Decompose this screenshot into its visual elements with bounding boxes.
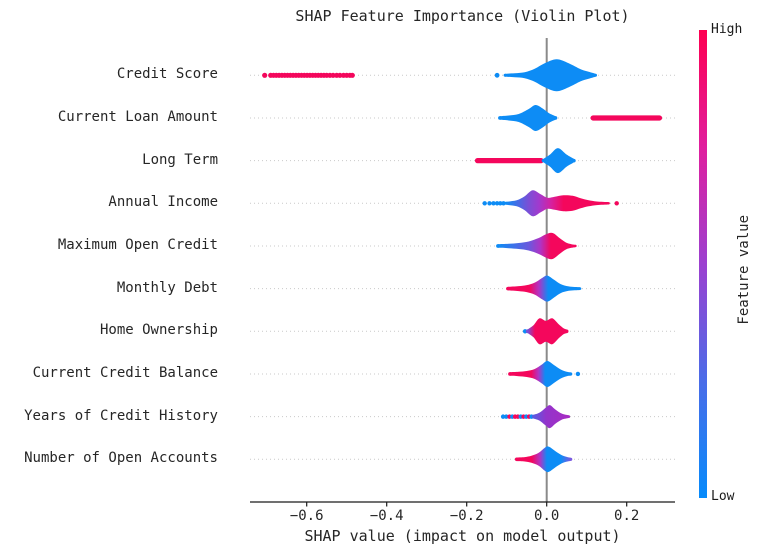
- violin-shape: [497, 232, 576, 260]
- data-dot: [501, 201, 506, 206]
- data-dot: [482, 201, 487, 206]
- feature-label: Current Credit Balance: [32, 364, 218, 381]
- colorbar-gradient: [699, 30, 707, 498]
- violin-shape: [505, 59, 596, 92]
- x-tick-label: 0.2: [614, 508, 640, 524]
- feature-label: Monthly Debt: [116, 279, 218, 296]
- violin-shape: [527, 318, 567, 345]
- feature-label: Years of Credit History: [24, 407, 218, 424]
- violin-shape: [505, 190, 609, 217]
- feature-label: Annual Income: [108, 194, 218, 211]
- data-dot: [498, 201, 503, 206]
- x-tick-label: −0.2: [449, 508, 484, 524]
- feature-label: Home Ownership: [99, 322, 218, 339]
- x-tick-label: −0.6: [289, 508, 324, 524]
- feature-label: Number of Open Accounts: [24, 450, 218, 467]
- data-dot: [262, 72, 268, 78]
- colorbar-axis-label: Feature value: [736, 215, 752, 325]
- violin-shape: [533, 405, 569, 429]
- data-dot: [500, 414, 506, 419]
- violin-shape: [507, 275, 580, 302]
- chart-title: SHAP Feature Importance (Violin Plot): [295, 7, 630, 25]
- data-dot: [575, 371, 581, 377]
- violin-shape: [543, 148, 574, 174]
- data-dot: [494, 201, 500, 206]
- colorbar-high-label: High: [711, 22, 743, 37]
- feature-label: Maximum Open Credit: [57, 236, 218, 253]
- data-dot: [330, 72, 336, 78]
- feature-label: Long Term: [142, 151, 218, 168]
- violin-shape: [499, 104, 556, 132]
- data-dot: [491, 201, 496, 206]
- data-dot: [487, 201, 492, 206]
- data-dot: [614, 201, 619, 206]
- data-dot: [337, 72, 343, 78]
- feature-label: Current Loan Amount: [57, 108, 218, 125]
- data-dot: [349, 72, 355, 78]
- violin-shape: [509, 360, 571, 388]
- x-axis-title: SHAP value (impact on model output): [304, 527, 621, 545]
- violin-shape: [516, 446, 571, 473]
- colorbar-low-label: Low: [711, 489, 735, 504]
- x-tick-label: −0.4: [369, 508, 404, 524]
- feature-label: Credit Score: [116, 66, 218, 83]
- data-dot: [494, 72, 500, 78]
- data-dot: [504, 414, 509, 419]
- x-tick-label: 0.0: [534, 508, 560, 524]
- data-dot: [522, 329, 528, 334]
